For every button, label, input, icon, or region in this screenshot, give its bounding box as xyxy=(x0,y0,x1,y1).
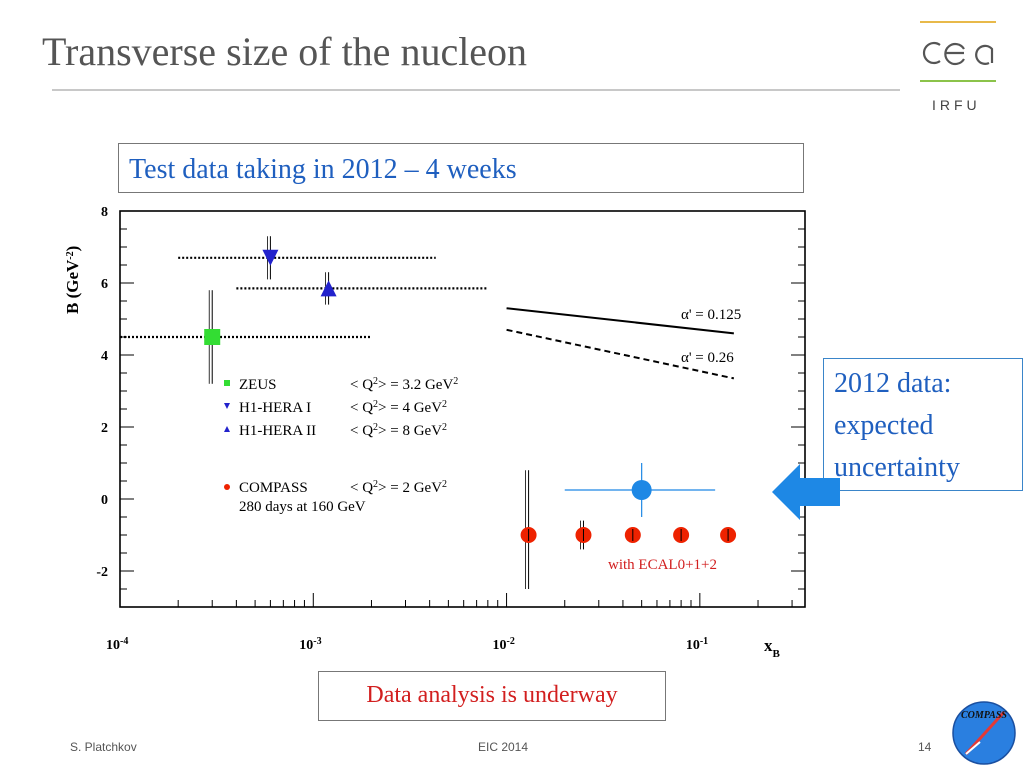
legend-entry-name: COMPASS xyxy=(239,480,308,496)
title-divider xyxy=(52,89,900,91)
x-tick-label: 10-2 xyxy=(493,636,515,654)
legend-note: 280 days at 160 GeV xyxy=(239,499,366,515)
badge-label: COMPASS xyxy=(961,710,1007,721)
fit-line xyxy=(506,328,735,380)
y-tick-label: 4 xyxy=(101,349,108,364)
fit-line xyxy=(506,307,734,335)
fit-line-label: α' = 0.26 xyxy=(681,350,734,366)
y-tick-label: 2 xyxy=(101,421,108,436)
x-axis-title: xB xyxy=(764,636,781,660)
test-data-text: Test data taking in 2012 – 4 weeks xyxy=(129,154,517,185)
legend-h1-hera-i-marker xyxy=(224,403,230,409)
h1-hera-i-marker xyxy=(262,249,279,266)
irfu-label: IRFU xyxy=(932,97,981,113)
legend-entry-name: ZEUS xyxy=(239,377,277,393)
x-tick-label: 10-1 xyxy=(686,636,708,654)
x-tick-label: 10-4 xyxy=(106,636,128,654)
expected-uncertainty-box: 2012 data: expected uncertainty xyxy=(823,358,1023,491)
plot-frame xyxy=(119,210,806,608)
legend-h1-hera-ii-marker xyxy=(224,426,230,432)
y-tick-label: 6 xyxy=(101,277,108,292)
blue-arrow-icon xyxy=(772,464,840,520)
ecal-annotation: with ECAL0+1+2 xyxy=(608,557,717,573)
h1-hera-ii-marker xyxy=(320,280,337,297)
test-data-box: Test data taking in 2012 – 4 weeks xyxy=(118,143,804,193)
zeus-marker xyxy=(204,329,221,345)
analysis-status-text: Data analysis is underway xyxy=(366,682,618,708)
slide-title: Transverse size of the nucleon xyxy=(42,29,528,74)
legend-entry-q2: < Q2> = 2 GeV2 xyxy=(350,479,447,497)
y-tick-label: 0 xyxy=(101,493,108,508)
legend-entry-q2: < Q2> = 3.2 GeV2 xyxy=(350,376,458,394)
legend-zeus-marker xyxy=(224,380,230,386)
legend-entry-name: H1-HERA I xyxy=(239,400,311,416)
analysis-status-box: Data analysis is underway xyxy=(318,671,666,721)
legend-compass-marker xyxy=(224,484,230,490)
compass-badge-icon: COMPASS xyxy=(952,701,1016,765)
y-tick-label: 8 xyxy=(101,205,108,220)
y-axis-title: B (GeV-2) xyxy=(63,246,82,314)
expected-marker xyxy=(631,480,652,500)
side-box-line-2: expected xyxy=(834,410,934,441)
x-tick-label: 10-3 xyxy=(299,636,321,654)
cea-logo xyxy=(920,21,996,82)
legend-entry-q2: < Q2> = 8 GeV2 xyxy=(350,422,447,440)
legend-entry-q2: < Q2> = 4 GeV2 xyxy=(350,399,447,417)
fit-line-label: α' = 0.125 xyxy=(681,307,741,323)
footer-page-number: 14 xyxy=(918,740,932,754)
y-tick-label: -2 xyxy=(96,565,108,580)
side-box-line-3: uncertainty xyxy=(834,452,960,483)
legend-entry-name: H1-HERA II xyxy=(239,423,316,439)
footer-author: S. Platchkov xyxy=(70,740,137,754)
side-box-line-1: 2012 data: xyxy=(834,368,952,399)
footer-event: EIC 2014 xyxy=(478,740,529,754)
